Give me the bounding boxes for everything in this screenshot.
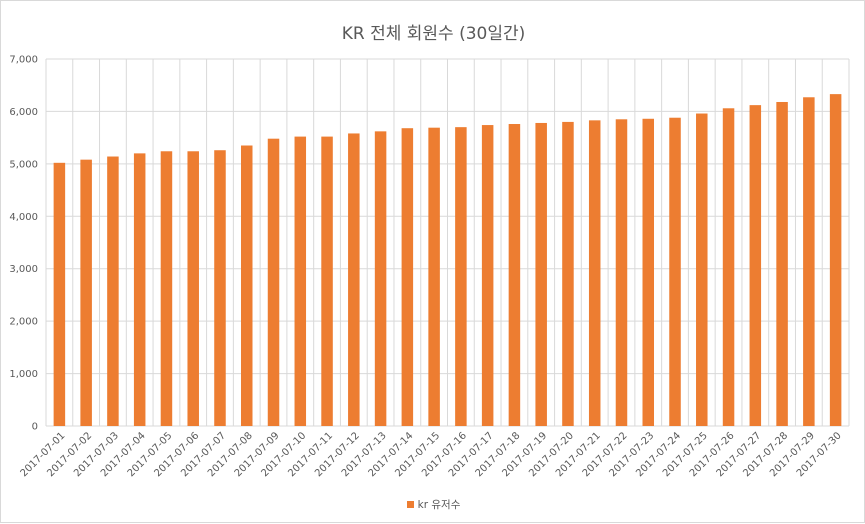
bar: [348, 133, 360, 426]
bar: [240, 145, 253, 426]
y-tick-label: 7,000: [9, 55, 38, 66]
x-axis-ticks: 2017-07-012017-07-022017-07-032017-07-04…: [19, 430, 844, 479]
bar: [321, 136, 333, 426]
y-tick-label: 6,000: [9, 107, 38, 118]
y-tick-label: 3,000: [9, 264, 38, 275]
y-tick-label: 5,000: [9, 159, 38, 170]
bar: [267, 138, 280, 427]
bar: [508, 124, 521, 427]
bar: [428, 127, 440, 426]
bar: [562, 121, 574, 427]
bar: [615, 119, 628, 427]
bar: [481, 125, 494, 426]
y-tick-label: 0: [32, 422, 38, 433]
y-tick-label: 2,000: [9, 317, 38, 328]
bar: [803, 97, 815, 426]
bar: [776, 101, 788, 427]
bar: [294, 136, 307, 426]
y-tick-label: 1,000: [9, 369, 38, 380]
bar: [53, 162, 66, 426]
bars: [53, 94, 842, 427]
bar: [374, 131, 387, 426]
chart-title: KR 전체 회원수 (30일간): [341, 24, 526, 44]
bar: [722, 108, 735, 426]
bar: [107, 156, 119, 426]
legend-label: kr 유저수: [417, 499, 461, 511]
bar: [214, 150, 226, 426]
legend: kr 유저수: [1, 497, 865, 512]
y-tick-label: 4,000: [9, 212, 38, 223]
bar: [401, 128, 414, 426]
bar: [696, 113, 708, 427]
bar: [160, 151, 173, 426]
bar: [80, 159, 92, 427]
bar: [829, 94, 842, 427]
bar: [588, 120, 601, 426]
legend-swatch: [406, 501, 414, 508]
gridlines: [45, 58, 850, 427]
bar: [133, 153, 146, 426]
bar: [749, 105, 762, 426]
bar: [642, 118, 655, 427]
y-axis-ticks: 0 1,000 2,000 3,000 4,000 5,000 6,000 7,000: [9, 55, 38, 433]
bar: [669, 117, 681, 426]
bar: [455, 127, 467, 427]
bar: [535, 122, 547, 426]
bar: [187, 151, 199, 426]
